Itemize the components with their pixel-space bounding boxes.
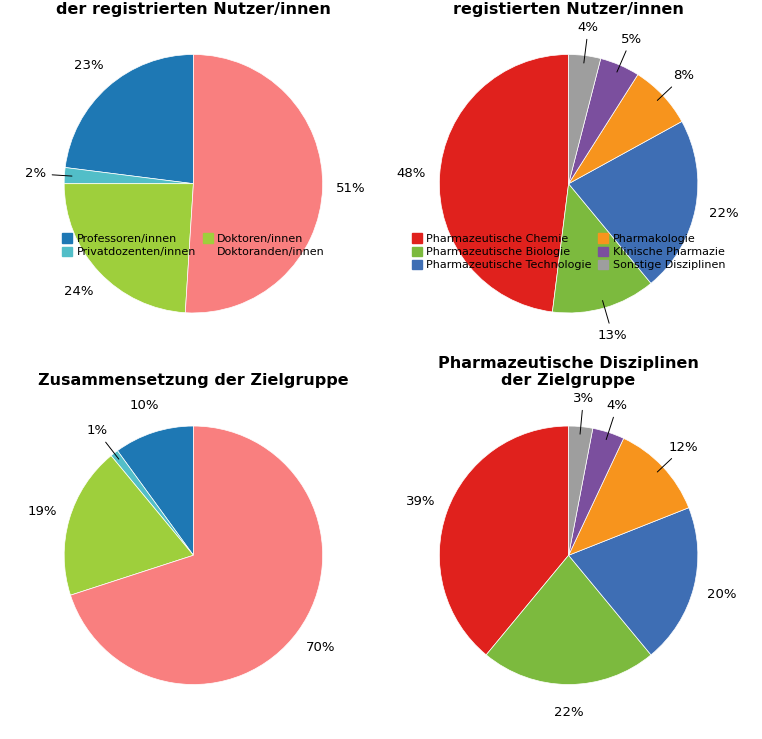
Wedge shape [568, 55, 600, 184]
Title: Pharmazeutische Disziplinen der
registierten Nutzer/innen: Pharmazeutische Disziplinen der registie… [420, 0, 717, 17]
Text: 39%: 39% [405, 495, 435, 508]
Text: 5%: 5% [617, 33, 642, 72]
Text: 2%: 2% [25, 167, 72, 180]
Text: 20%: 20% [706, 588, 736, 601]
Text: 24%: 24% [64, 285, 93, 298]
Text: 70%: 70% [306, 641, 336, 655]
Text: 3%: 3% [573, 392, 594, 434]
Wedge shape [568, 438, 689, 555]
Wedge shape [185, 55, 322, 313]
Wedge shape [71, 426, 322, 684]
Wedge shape [568, 508, 698, 655]
Wedge shape [568, 429, 623, 555]
Wedge shape [64, 168, 194, 184]
Text: 22%: 22% [709, 207, 738, 219]
Wedge shape [66, 55, 194, 184]
Wedge shape [117, 426, 194, 555]
Wedge shape [552, 184, 651, 313]
Wedge shape [486, 555, 651, 684]
Text: 8%: 8% [658, 69, 694, 101]
Text: 23%: 23% [75, 59, 104, 72]
Text: 4%: 4% [578, 21, 599, 63]
Text: 4%: 4% [607, 399, 628, 440]
Text: 1%: 1% [86, 424, 119, 459]
Wedge shape [440, 55, 568, 312]
Wedge shape [568, 426, 593, 555]
Wedge shape [111, 451, 194, 555]
Wedge shape [64, 184, 194, 313]
Wedge shape [568, 121, 698, 283]
Title: Zusammensetzung der Zielgruppe: Zusammensetzung der Zielgruppe [38, 373, 349, 389]
Wedge shape [568, 75, 682, 184]
Legend: Professoren/innen, Privatdozenten/innen, Doktoren/innen, Doktoranden/innen: Professoren/innen, Privatdozenten/innen,… [60, 231, 327, 259]
Text: 51%: 51% [336, 183, 366, 195]
Text: 19%: 19% [27, 505, 56, 518]
Text: 13%: 13% [597, 301, 627, 341]
Wedge shape [568, 58, 638, 184]
Text: 22%: 22% [554, 706, 584, 720]
Text: 12%: 12% [658, 441, 698, 472]
Title: Pharmazeutische Disziplinen
der Zielgruppe: Pharmazeutische Disziplinen der Zielgrup… [438, 356, 699, 389]
Wedge shape [64, 456, 194, 595]
Wedge shape [440, 426, 568, 655]
Legend: Pharmazeutische Chemie, Pharmazeutische Biologie, Pharmazeutische Technologie, P: Pharmazeutische Chemie, Pharmazeutische … [410, 231, 728, 273]
Text: 48%: 48% [396, 167, 426, 180]
Title: Zusammensetzung
der registrierten Nutzer/innen: Zusammensetzung der registrierten Nutzer… [56, 0, 331, 17]
Text: 10%: 10% [130, 399, 159, 412]
